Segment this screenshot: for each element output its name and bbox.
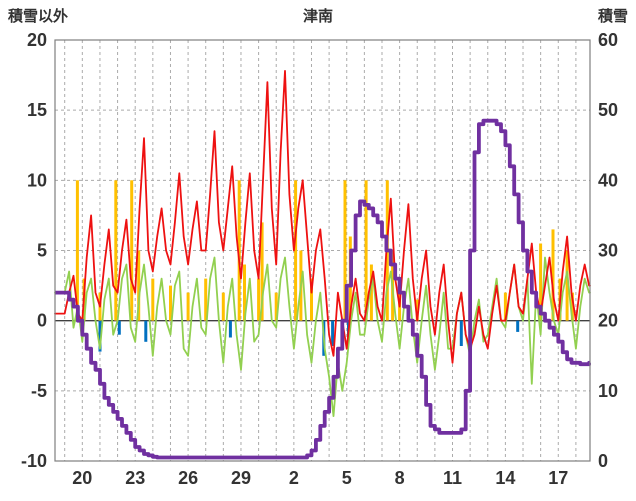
precipitation-yellow-bar bbox=[137, 250, 141, 321]
right-axis-tick-label: 10 bbox=[598, 381, 618, 401]
precipitation-blue-bar bbox=[228, 320, 232, 338]
precipitation-blue-bar bbox=[98, 320, 102, 352]
left-axis-tick-label: 5 bbox=[37, 241, 47, 261]
right-axis-tick-label: 30 bbox=[598, 241, 618, 261]
precipitation-yellow-bar bbox=[75, 180, 79, 321]
precipitation-yellow-bar bbox=[310, 278, 313, 321]
x-axis-tick-label: 14 bbox=[495, 468, 515, 488]
snow-depth-purple-line bbox=[55, 118, 591, 460]
precipitation-blue-bar bbox=[331, 320, 335, 346]
x-axis-tick-label: 23 bbox=[125, 468, 145, 488]
precipitation-blue-bar bbox=[459, 320, 463, 346]
precipitation-yellow-bar bbox=[551, 229, 555, 321]
right-axis-tick-label: 20 bbox=[598, 311, 618, 331]
precipitation-yellow-bar bbox=[114, 180, 118, 321]
precipitation-yellow-bar bbox=[369, 264, 373, 321]
precipitation-yellow-bar bbox=[257, 278, 261, 321]
x-axis-tick-label: 17 bbox=[548, 468, 568, 488]
plot-border bbox=[54, 39, 591, 462]
right-axis-tick-label: 0 bbox=[598, 451, 608, 471]
left-axis-tick-label: 15 bbox=[27, 100, 47, 120]
x-axis-tick-label: 29 bbox=[231, 468, 251, 488]
precipitation-yellow-bar bbox=[415, 299, 419, 321]
right-axis-tick-label: 50 bbox=[598, 100, 618, 120]
precipitation-blue-bar bbox=[516, 320, 520, 332]
precipitation-yellow-bar bbox=[274, 292, 278, 321]
precipitation-yellow-bar bbox=[503, 292, 507, 321]
precipitation-yellow-bar bbox=[243, 264, 246, 321]
left-axis-tick-label: 10 bbox=[27, 170, 47, 190]
precipitation-yellow-bar bbox=[539, 243, 543, 321]
precipitation-yellow-bar bbox=[343, 180, 347, 321]
temperature-red-line bbox=[54, 70, 591, 364]
left-axis-tick-label: 20 bbox=[27, 30, 47, 50]
precipitation-yellow-bar bbox=[364, 180, 368, 321]
precipitation-yellow-bar bbox=[169, 285, 172, 321]
x-axis-tick-label: 2 bbox=[289, 468, 299, 488]
left-axis-tick-label: 0 bbox=[37, 311, 47, 331]
chart-title: 津南 bbox=[303, 8, 334, 25]
x-axis-tick-label: 11 bbox=[443, 468, 462, 488]
precipitation-yellow-bar bbox=[151, 278, 155, 321]
precipitation-yellow-bar bbox=[221, 292, 225, 321]
precipitation-yellow-bar bbox=[130, 180, 134, 321]
right-axis-title: 積雪 bbox=[598, 8, 629, 25]
precipitation-yellow-bar bbox=[570, 292, 574, 321]
precipitation-blue-bar bbox=[117, 320, 121, 335]
precipitation-yellow-bar bbox=[260, 222, 264, 321]
x-axis-tick-label: 8 bbox=[395, 468, 405, 488]
precipitation-yellow-bar bbox=[204, 278, 208, 321]
precipitation-blue-bar bbox=[144, 320, 148, 342]
chart-header: 積雪以外 津南 積雪 bbox=[8, 5, 628, 26]
left-axis-title: 積雪以外 bbox=[8, 8, 69, 25]
left-axis-tick-label: -5 bbox=[31, 381, 47, 401]
precipitation-yellow-bar bbox=[186, 292, 190, 321]
precipitation-yellow-bar bbox=[565, 250, 569, 321]
right-axis-tick-label: 40 bbox=[598, 170, 618, 190]
right-axis-tick-label: 60 bbox=[598, 30, 618, 50]
temperature-green-line bbox=[54, 256, 591, 418]
x-axis-tick-label: 26 bbox=[178, 468, 198, 488]
x-axis-tick-label: 20 bbox=[72, 468, 92, 488]
precipitation-yellow-bar bbox=[237, 180, 241, 321]
x-axis-tick-label: 5 bbox=[342, 468, 352, 488]
precipitation-yellow-bar bbox=[294, 180, 298, 321]
left-axis-tick-label: -10 bbox=[21, 451, 47, 471]
